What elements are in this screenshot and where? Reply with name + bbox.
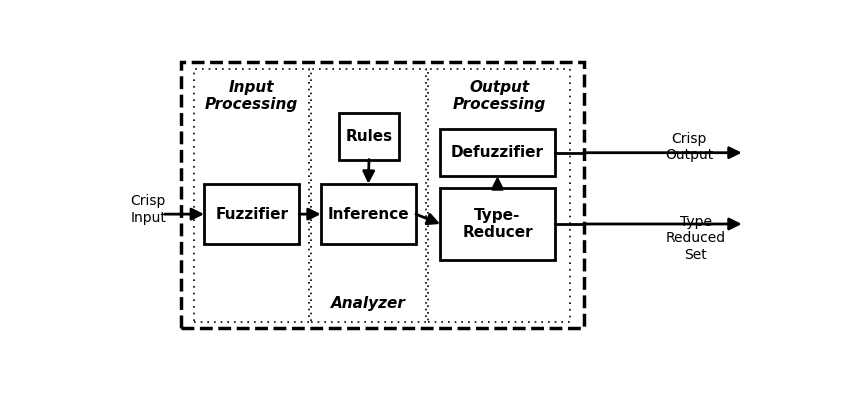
Text: Analyzer: Analyzer xyxy=(331,296,405,311)
Bar xyxy=(204,184,299,244)
Text: Fuzzifier: Fuzzifier xyxy=(215,206,288,222)
Bar xyxy=(440,188,555,260)
Bar xyxy=(321,184,416,244)
Bar xyxy=(181,62,585,328)
Bar xyxy=(195,69,309,322)
Text: Input
Processing: Input Processing xyxy=(205,80,298,112)
Text: Crisp
Input: Crisp Input xyxy=(130,195,167,225)
Bar xyxy=(428,69,570,322)
Text: Crisp
Output: Crisp Output xyxy=(665,132,713,162)
Text: Type-
Reducer: Type- Reducer xyxy=(462,208,533,240)
Text: Inference: Inference xyxy=(327,206,409,222)
Text: Defuzzifier: Defuzzifier xyxy=(451,145,544,160)
Text: Type
Reduced
Set: Type Reduced Set xyxy=(666,215,726,262)
Text: Rules: Rules xyxy=(345,128,393,143)
Bar xyxy=(311,69,426,322)
Bar xyxy=(440,129,555,176)
Text: Output
Processing: Output Processing xyxy=(453,80,546,112)
Bar xyxy=(338,113,399,160)
